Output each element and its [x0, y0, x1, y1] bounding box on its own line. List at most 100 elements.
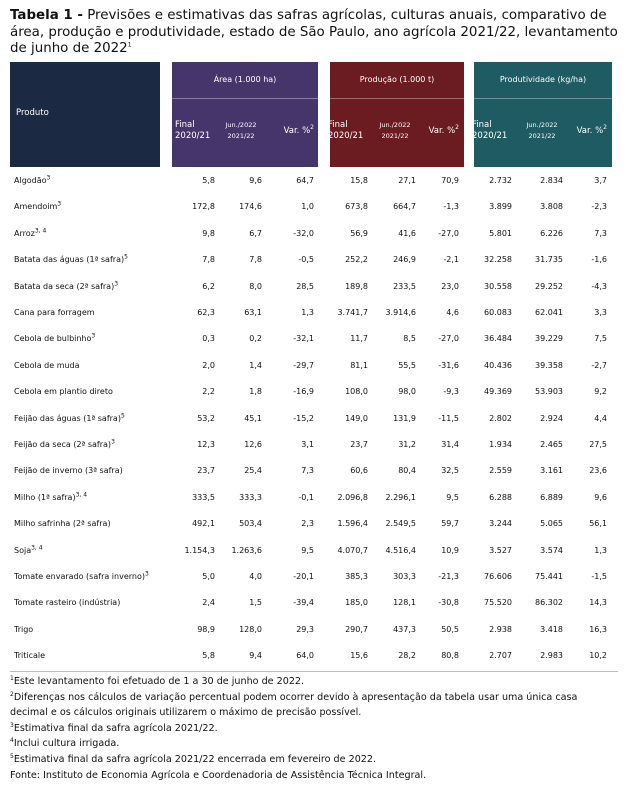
table-row: Cana para forragem 62,3 63,1 1,3 3.741,7 3.91…	[10, 300, 618, 326]
product-cell: Triticale	[14, 643, 45, 669]
value-cell: 75.520	[484, 598, 512, 608]
value-cell: 9,6	[249, 176, 262, 185]
value-cell: 3,3	[594, 308, 607, 317]
value-cell: 60,6	[350, 466, 368, 476]
value-cell: 81,1	[350, 360, 368, 370]
table-row: Soja3, 4 1.154,3 1.263,6 9,5 4.070,7 4.516,4 1…	[10, 538, 618, 564]
value-cell: 9,8	[202, 228, 215, 238]
value-cell: 2.707	[489, 651, 512, 661]
value-cell: -2,3	[591, 202, 607, 212]
value-cell: 2.834	[540, 176, 563, 185]
product-cell: Algodão3	[14, 168, 50, 194]
value-cell: 1,3	[301, 308, 314, 317]
column-header-line: Jun./2022	[379, 121, 411, 129]
product-name: Trigo	[14, 624, 34, 634]
value-cell: 6,2	[202, 281, 215, 291]
value-cell: 4,0	[249, 572, 262, 581]
footnote: 2Diferenças nos cálculos de variação per…	[10, 690, 618, 721]
column-header-line: Var. %	[283, 126, 311, 136]
value-cell: 27,5	[589, 440, 607, 449]
value-cell: 5.065	[540, 519, 563, 529]
value-cell: 6.226	[540, 228, 563, 238]
column-header-note: 2	[455, 124, 459, 132]
value-cell: 12,6	[244, 440, 262, 449]
value-cell: 9,5	[446, 492, 459, 502]
value-cell: 3.741,7	[337, 308, 368, 317]
product-note: 5	[120, 411, 125, 419]
column-header-line: 2021/22	[528, 132, 556, 140]
column-header-note: 2	[310, 124, 314, 132]
value-cell: 9,4	[249, 651, 262, 661]
value-cell: 252,2	[345, 255, 368, 265]
product-name: Cana para forragem	[14, 308, 95, 317]
value-cell: 25,4	[244, 466, 262, 476]
column-header: Jun./2022 2021/22	[521, 120, 563, 142]
value-cell: 2.559	[489, 466, 512, 476]
table-row: Feijão de inverno (3ª safra) 23,7 25,4 7,3 6…	[10, 458, 618, 484]
value-cell: 9,6	[594, 492, 607, 502]
product-note: 3, 4	[75, 491, 88, 499]
product-name: Arroz	[14, 228, 35, 238]
value-cell: 4,4	[594, 413, 607, 423]
footnotes: 1Este levantamento foi efetuado de 1 a 3…	[10, 671, 618, 783]
value-cell: 2.983	[540, 651, 563, 661]
product-name: Cebola de bulbinho	[14, 334, 92, 344]
column-header-line: 2020/21	[472, 131, 508, 141]
value-cell: 3.527	[489, 545, 512, 555]
value-cell: 56,1	[589, 519, 607, 529]
value-cell: 3.899	[489, 202, 512, 212]
value-cell: -27,0	[438, 228, 459, 238]
footnote: 4Inclui cultura irrigada.	[10, 736, 618, 752]
column-header: Var. %2	[576, 124, 607, 137]
product-note: 3	[57, 200, 62, 208]
table-row: Amendoim3 172,8 174,6 1,0 673,8 664,7 -1,3 3.89…	[10, 194, 618, 220]
value-cell: 6.288	[489, 492, 512, 502]
value-cell: 76.606	[484, 572, 512, 581]
value-cell: -27,0	[438, 334, 459, 344]
value-cell: -32,0	[293, 228, 314, 238]
value-cell: 1,8	[249, 387, 262, 397]
value-cell: 5.801	[489, 228, 512, 238]
value-cell: 31,2	[398, 440, 416, 449]
column-header: Jun./2022 2021/22	[220, 120, 262, 142]
value-cell: 16,3	[589, 624, 607, 634]
value-cell: 2.938	[489, 624, 512, 634]
group-header: Produtividade (kg/ha) Final 2020/21 Jun./20…	[472, 62, 612, 167]
title: Tabela 1 - Previsões e estimativas das s…	[10, 8, 618, 58]
value-cell: 98,9	[197, 624, 215, 634]
product-name: Amendoim	[14, 202, 58, 212]
value-cell: -2,1	[443, 255, 459, 265]
table-row: Tomate rasteiro (indústria) 2,4 1,5 -39,4 18…	[10, 590, 618, 616]
table-row: Arroz3, 4 9,8 6,7 -32,0 56,9 41,6 -27,0 5.801 6.…	[10, 221, 618, 247]
product-note: 5	[124, 253, 128, 261]
value-cell: 39.358	[535, 360, 563, 370]
product-cell: Feijão das águas (1ª safra)5	[14, 406, 125, 432]
value-cell: 75.441	[535, 572, 563, 581]
value-cell: 36.484	[484, 334, 512, 344]
column-header-note: 2	[603, 124, 607, 132]
product-cell: Cebola de muda	[14, 353, 80, 379]
product-name: Cebola de muda	[14, 360, 80, 370]
product-cell: Soja3, 4	[14, 538, 43, 564]
column-header: Final 2020/21	[472, 120, 512, 142]
product-cell: Tomate rasteiro (indústria)	[14, 590, 120, 616]
value-cell: 28,5	[296, 281, 314, 291]
column-header: Final 2020/21	[328, 120, 368, 142]
value-cell: 7,3	[594, 228, 607, 238]
value-cell: -1,3	[443, 202, 459, 212]
column-header: Final 2020/21	[175, 120, 215, 142]
value-cell: 2,0	[202, 360, 215, 370]
value-cell: 108,0	[345, 387, 368, 397]
value-cell: 189,8	[345, 281, 368, 291]
value-cell: 86.302	[535, 598, 563, 608]
column-header-line: Final	[328, 120, 348, 130]
value-cell: 14,3	[589, 598, 607, 608]
product-name: Tomate envarado (safra inverno)	[14, 572, 145, 581]
product-name: Milho (1ª safra)	[14, 492, 76, 502]
value-cell: 31,4	[441, 440, 459, 449]
table-row: Milho (1ª safra)3, 4 333,5 333,3 -0,1 2.096,…	[10, 485, 618, 511]
table-row: Tomate envarado (safra inverno)3 5,0 4,0 -2…	[10, 564, 618, 590]
column-header-line: Var. %	[576, 126, 604, 136]
product-cell: Feijão de inverno (3ª safra)	[14, 458, 123, 484]
